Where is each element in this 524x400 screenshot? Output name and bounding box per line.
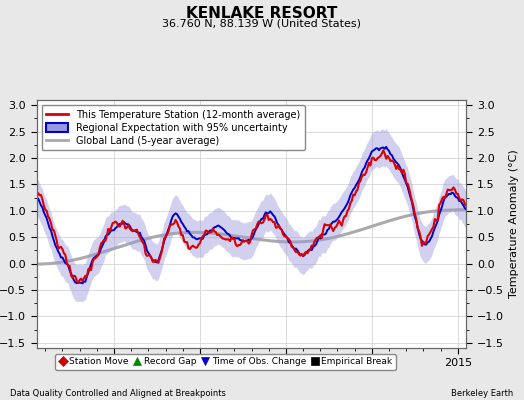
Text: Berkeley Earth: Berkeley Earth	[451, 389, 514, 398]
Text: KENLAKE RESORT: KENLAKE RESORT	[187, 6, 337, 21]
Text: 36.760 N, 88.139 W (United States): 36.760 N, 88.139 W (United States)	[162, 18, 362, 28]
Y-axis label: Temperature Anomaly (°C): Temperature Anomaly (°C)	[509, 150, 519, 298]
Text: Data Quality Controlled and Aligned at Breakpoints: Data Quality Controlled and Aligned at B…	[10, 389, 226, 398]
Legend: Station Move, Record Gap, Time of Obs. Change, Empirical Break: Station Move, Record Gap, Time of Obs. C…	[56, 354, 396, 370]
